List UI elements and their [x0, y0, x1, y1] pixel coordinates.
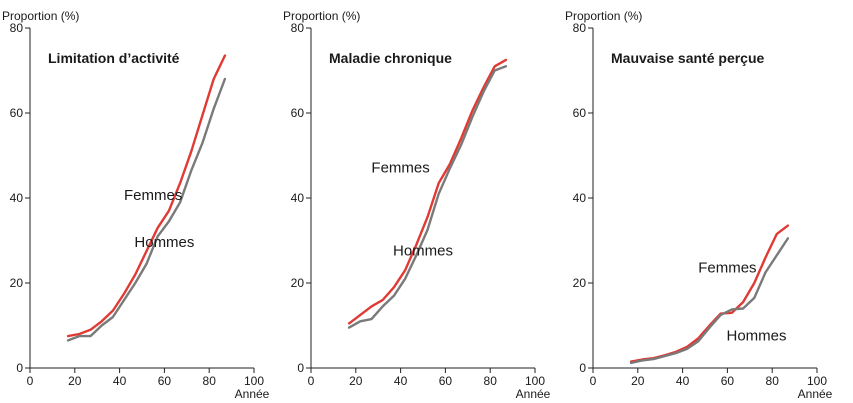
x-tick-label: 0	[308, 374, 315, 388]
series-annotation: Hommes	[134, 234, 194, 251]
x-tick-label: 80	[766, 374, 780, 388]
chart-panel-3: 0 20 40 60 80 0 20 40 60 80 100 Proportion (%) Année…	[565, 9, 833, 401]
y-tick-label: 80	[573, 21, 587, 35]
x-tick-label: 60	[439, 374, 453, 388]
series-annotation: Femmes	[371, 160, 429, 177]
x-tick-label: 40	[113, 374, 127, 388]
x-tick-label: 80	[203, 374, 217, 388]
x-tick-label: 100	[525, 374, 545, 388]
x-tick-label: 0	[590, 374, 597, 388]
x-axis-label: Année	[798, 387, 833, 401]
series-annotation: Femmes	[698, 259, 756, 276]
chart-panel-1: 0 20 40 60 80 0 20 40 60 80 100 Proportion (%) Année…	[2, 9, 270, 401]
x-tick-label: 100	[807, 374, 827, 388]
x-tick-label: 20	[349, 374, 363, 388]
y-tick-label: 20	[10, 276, 24, 290]
y-tick-label: 60	[573, 106, 587, 120]
series-line-femmes	[66, 54, 227, 338]
series-line-femmes	[347, 58, 508, 325]
series-line-hommes	[347, 65, 508, 329]
y-tick-label: 0	[16, 361, 23, 375]
x-tick-label: 40	[676, 374, 690, 388]
series-annotation: Femmes	[124, 187, 182, 204]
x-axis-label: Année	[235, 387, 270, 401]
y-tick-label: 40	[10, 191, 24, 205]
series-line-hommes	[66, 77, 227, 342]
chart-panel-2: 0 20 40 60 80 0 20 40 60 80 100 Proportion (%) Année…	[283, 9, 551, 401]
y-tick-label: 60	[10, 106, 24, 120]
x-tick-label: 100	[244, 374, 264, 388]
chart-title: Mauvaise santé perçue	[611, 50, 765, 66]
y-tick-label: 80	[291, 21, 305, 35]
series-line-hommes	[629, 237, 790, 365]
series-annotation: Hommes	[393, 242, 453, 259]
y-axis-label: Proportion (%)	[565, 9, 642, 23]
y-axis-label: Proportion (%)	[2, 9, 79, 23]
y-tick-label: 80	[10, 21, 24, 35]
y-tick-label: 40	[573, 191, 587, 205]
y-tick-label: 40	[291, 191, 305, 205]
y-tick-label: 20	[291, 276, 305, 290]
x-tick-label: 60	[721, 374, 735, 388]
y-tick-label: 0	[297, 361, 304, 375]
x-tick-label: 40	[394, 374, 408, 388]
x-tick-label: 60	[158, 374, 172, 388]
series-annotation: Hommes	[727, 327, 787, 344]
x-tick-label: 20	[631, 374, 645, 388]
y-axis-label: Proportion (%)	[283, 9, 360, 23]
y-tick-label: 60	[291, 106, 305, 120]
y-tick-label: 0	[579, 361, 586, 375]
chart-title: Limitation d’activité	[48, 50, 180, 66]
x-tick-label: 80	[484, 374, 498, 388]
x-tick-label: 0	[27, 374, 34, 388]
x-tick-label: 20	[68, 374, 82, 388]
x-axis-label: Année	[516, 387, 551, 401]
chart-title: Maladie chronique	[329, 50, 452, 66]
y-tick-label: 20	[573, 276, 587, 290]
